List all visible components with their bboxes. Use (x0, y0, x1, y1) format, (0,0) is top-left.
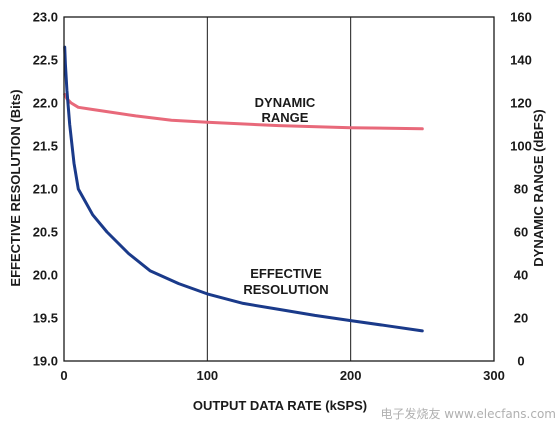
y-left-tick-label: 22.0 (33, 96, 58, 111)
dynamic-range-annotation: DYNAMIC RANGE (255, 95, 316, 125)
x-tick-label: 200 (340, 368, 362, 383)
y-right-axis-title: DYNAMIC RANGE (dBFS) (531, 109, 546, 266)
effective-resolution-label-line2: RESOLUTION (243, 282, 328, 297)
y-left-tick-label: 19.0 (33, 354, 58, 369)
y-right-tick-label: 20 (514, 311, 528, 326)
grid-lines (206, 17, 352, 361)
x-tick-label: 0 (60, 368, 67, 383)
effective-resolution-label-line1: EFFECTIVE (250, 266, 322, 281)
y-left-tick-label: 19.5 (33, 311, 58, 326)
y-left-tick-label: 20.5 (33, 225, 58, 240)
effective-resolution-annotation: EFFECTIVE RESOLUTION (243, 266, 328, 297)
y-left-tick-labels: 19.0 19.5 20.0 20.5 21.0 21.5 22.0 22.5 23.0 (33, 10, 58, 369)
y-right-tick-label: 60 (514, 225, 528, 240)
y-right-tick-labels: 0 20 40 60 80 100 120 140 160 (510, 10, 532, 369)
x-axis-title: OUTPUT DATA RATE (kSPS) (193, 398, 367, 413)
y-left-tick-label: 20.0 (33, 268, 58, 283)
y-left-tick-label: 22.5 (33, 53, 58, 68)
series-lines (63, 45, 424, 333)
y-right-tick-label: 40 (514, 268, 528, 283)
y-left-tick-label: 21.0 (33, 182, 58, 197)
dynamic-range-label-line2: RANGE (262, 110, 309, 125)
y-left-tick-label: 21.5 (33, 139, 58, 154)
y-right-tick-label: 120 (510, 96, 532, 111)
y-right-tick-label: 140 (510, 53, 532, 68)
y-right-tick-label: 0 (517, 354, 524, 369)
watermark: 电子发烧友 www.elecfans.com (380, 406, 556, 421)
x-tick-label: 100 (196, 368, 218, 383)
dynamic-range-label-line1: DYNAMIC (255, 95, 316, 110)
dynamic-range-series-line (63, 92, 424, 131)
x-tick-labels: 0 100 200 300 (60, 368, 504, 383)
y-left-tick-label: 23.0 (33, 10, 58, 25)
y-right-tick-label: 80 (514, 182, 528, 197)
x-tick-label: 300 (483, 368, 505, 383)
plot-frame (63, 16, 495, 362)
y-right-tick-label: 100 (510, 139, 532, 154)
y-right-tick-label: 160 (510, 10, 532, 25)
y-left-axis-title: EFFECTIVE RESOLUTION (Bits) (8, 89, 23, 286)
effective-resolution-series-line (63, 45, 424, 333)
